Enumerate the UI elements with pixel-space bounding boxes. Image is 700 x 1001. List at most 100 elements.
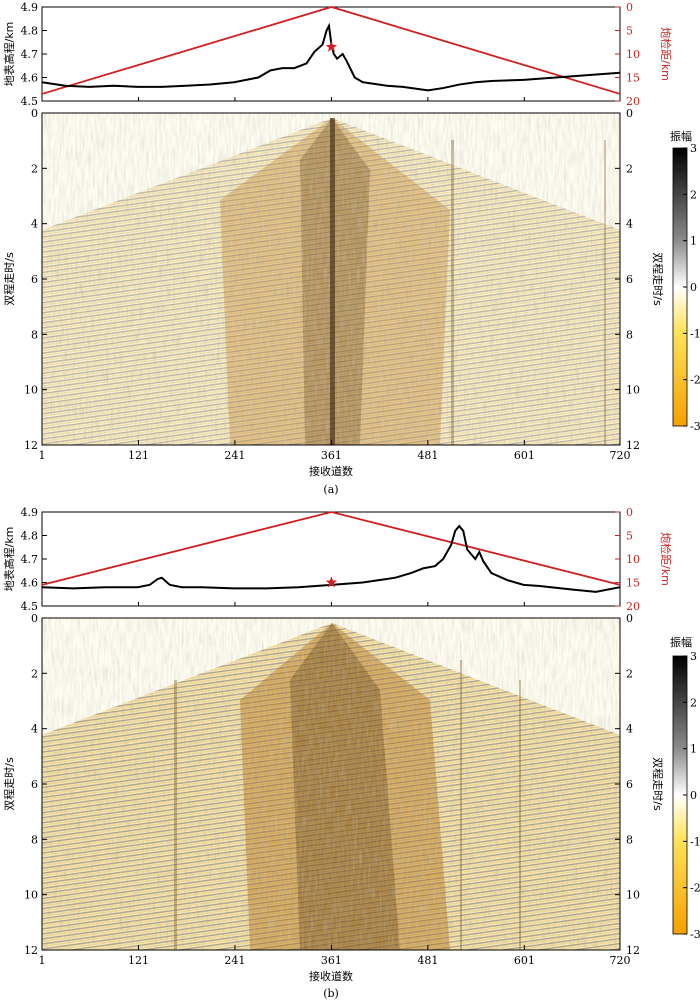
time-tick-label-left: 12 (24, 944, 38, 957)
offset-ylabel-a: 炮检距/km (659, 27, 673, 81)
time-tick-label-left: 8 (31, 328, 38, 341)
x-tick-label: 241 (224, 954, 245, 967)
colorbar-title-a: 振幅 (670, 129, 692, 143)
time-tick-label-right: 8 (626, 328, 633, 341)
time-tick-label-right: 10 (626, 384, 640, 397)
colorbar-tick-label: 3 (690, 142, 697, 155)
colorbar-tick-label: -1 (690, 327, 700, 340)
time-tick-label-right: 12 (626, 439, 640, 452)
offset-tick-label: 10 (626, 553, 640, 566)
offset-tick-label: 20 (626, 600, 640, 613)
time-tick-label-left: 4 (31, 218, 38, 231)
time-tick-label-right: 4 (626, 723, 633, 736)
colorbar-tick-label: -3 (690, 420, 700, 433)
elev-tick-label: 4.6 (21, 577, 39, 590)
source-star-icon (325, 576, 338, 588)
elevation-ylabel-b: 地表高程/km (2, 527, 16, 592)
panel-a: 1 121 241 361 481 601 7204.94.84.74.64.5051015… (2, 1, 700, 496)
elevation-frame-a (41, 6, 621, 102)
offset-tick-label: 10 (626, 48, 640, 61)
time-ylabel-left-b: 双程走时/s (3, 757, 16, 811)
offset-tick-label: 0 (626, 506, 633, 519)
colorbar-tick-label: -3 (690, 928, 700, 941)
elev-tick-label: 4.7 (21, 553, 39, 566)
panel-label-b: (b) (323, 987, 339, 1000)
offset-line (41, 511, 621, 586)
colorbar-title-b: 振幅 (670, 635, 692, 649)
x-tick-label: 481 (417, 449, 438, 462)
colorbar-tick-label: 1 (690, 235, 697, 248)
time-tick-label-right: 8 (626, 833, 633, 846)
elev-tick-label: 4.5 (21, 600, 39, 613)
x-tick-label: 1 (39, 449, 46, 462)
panel-label-a: (a) (323, 483, 338, 496)
time-tick-label-left: 2 (31, 162, 38, 175)
elev-tick-label: 4.8 (21, 530, 39, 543)
time-tick-label-left: 2 (31, 667, 38, 680)
colorbar-a: 振幅 3 2 1 0 -1 -2 -3 (670, 129, 700, 433)
time-tick-label-right: 0 (626, 612, 633, 625)
axis-ticks-a: 1 121 241 361 481 601 7204.94.84.74.64.5051015… (21, 1, 641, 462)
colorbar-b: 振幅 3 2 1 0 -1 -2 -3 (670, 635, 700, 941)
x-tick-label: 361 (321, 954, 342, 967)
time-ylabel-right-a: 双程走时/s (651, 252, 664, 306)
x-tick-label: 1 (39, 954, 46, 967)
seismic-section-a (42, 113, 620, 445)
colorbar-tick-label: -2 (690, 374, 700, 387)
source-star-icon (325, 40, 338, 52)
colorbar-tick-label: 1 (690, 743, 697, 756)
panel-b: 1 121 241 361 481 601 7204.94.84.74.64.5051015… (2, 506, 700, 1000)
time-tick-label-left: 12 (24, 439, 38, 452)
x-tick-label: 361 (321, 449, 342, 462)
elev-tick-label: 4.5 (21, 95, 39, 108)
time-tick-label-right: 6 (626, 778, 633, 791)
time-tick-label-left: 6 (31, 778, 38, 791)
time-tick-label-left: 0 (31, 612, 38, 625)
time-tick-label-left: 10 (24, 384, 38, 397)
colorbar-tick-label: 2 (690, 188, 697, 201)
offset-tick-label: 5 (626, 25, 633, 38)
elevation-frame-b (41, 511, 621, 607)
elevation-ylabel-a: 地表高程/km (2, 22, 16, 87)
x-tick-label: 601 (514, 449, 535, 462)
time-tick-label-left: 8 (31, 833, 38, 846)
time-tick-label-right: 12 (626, 944, 640, 957)
offset-tick-label: 20 (626, 95, 640, 108)
elev-tick-label: 4.9 (21, 1, 39, 14)
time-tick-label-right: 2 (626, 667, 633, 680)
colorbar-tick-label: 0 (690, 789, 697, 802)
xlabel-b: 接收道数 (309, 969, 353, 983)
colorbar-tick-label: -1 (690, 835, 700, 848)
time-tick-label-right: 10 (626, 889, 640, 902)
offset-tick-label: 15 (626, 577, 640, 590)
time-tick-label-left: 10 (24, 889, 38, 902)
colorbar-tick-label: 3 (690, 650, 697, 663)
seismic-section-b (42, 618, 620, 950)
x-tick-label: 121 (128, 954, 149, 967)
time-tick-label-right: 4 (626, 218, 633, 231)
time-tick-label-left: 6 (31, 273, 38, 286)
x-tick-label: 121 (128, 449, 149, 462)
time-ylabel-left-a: 双程走时/s (3, 252, 16, 306)
x-tick-label: 720 (610, 954, 631, 967)
time-tick-label-left: 4 (31, 723, 38, 736)
xlabel-a: 接收道数 (309, 464, 353, 478)
x-tick-label: 241 (224, 449, 245, 462)
offset-line (41, 6, 621, 95)
x-tick-label: 601 (514, 954, 535, 967)
elevation-plot-a (41, 6, 621, 95)
time-tick-label-right: 0 (626, 107, 633, 120)
colorbar-tick-label: 0 (690, 281, 697, 294)
offset-tick-label: 0 (626, 1, 633, 14)
elevation-plot-b (41, 511, 621, 593)
colorbar-tick-label: -2 (690, 882, 700, 895)
elev-tick-label: 4.6 (21, 72, 39, 85)
x-tick-label: 720 (610, 449, 631, 462)
x-tick-label: 481 (417, 954, 438, 967)
elev-tick-label: 4.7 (21, 48, 39, 61)
time-tick-label-right: 6 (626, 273, 633, 286)
axis-ticks-b: 1 121 241 361 481 601 7204.94.84.74.64.5051015… (21, 506, 641, 967)
elev-tick-label: 4.8 (21, 25, 39, 38)
elevation-line (41, 524, 621, 593)
